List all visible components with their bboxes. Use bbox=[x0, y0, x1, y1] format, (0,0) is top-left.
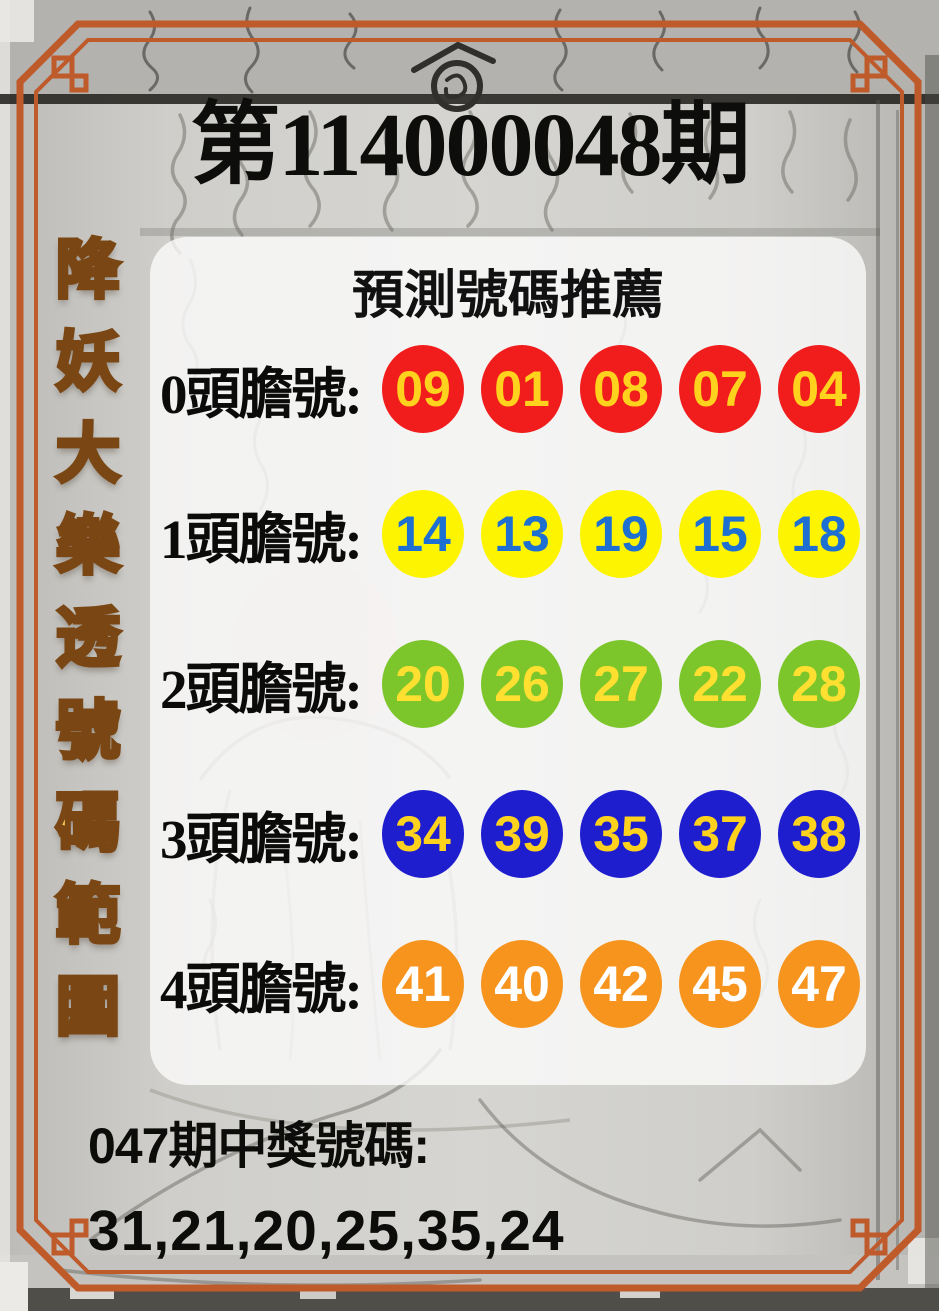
prediction-row-1: 1頭膽號: 14 13 19 15 18 bbox=[160, 488, 860, 580]
lotto-ball: 42 bbox=[580, 940, 662, 1028]
lotto-ball: 19 bbox=[580, 490, 662, 578]
ball-group: 41 40 42 45 47 bbox=[382, 940, 860, 1028]
ball-group: 20 26 27 22 28 bbox=[382, 640, 860, 728]
lotto-ball: 14 bbox=[382, 490, 464, 578]
prediction-panel: 預測號碼推薦 0頭膽號: 09 01 08 07 04 1頭膽號: 14 13 … bbox=[150, 237, 866, 1085]
lotto-ball: 38 bbox=[778, 790, 860, 878]
banner-char: 圍 bbox=[54, 970, 122, 1043]
prediction-row-2: 2頭膽號: 20 26 27 22 28 bbox=[160, 638, 860, 730]
lotto-ball: 01 bbox=[481, 345, 563, 433]
lotto-ball: 18 bbox=[778, 490, 860, 578]
lotto-ball: 40 bbox=[481, 940, 563, 1028]
prediction-row-3: 3頭膽號: 34 39 35 37 38 bbox=[160, 788, 860, 880]
previous-result: 047期中獎號碼: 31,21,20,25,35,24 bbox=[88, 1106, 565, 1264]
lotto-ball: 41 bbox=[382, 940, 464, 1028]
ball-group: 14 13 19 15 18 bbox=[382, 490, 860, 578]
lotto-ball: 08 bbox=[580, 345, 662, 433]
lotto-ball: 34 bbox=[382, 790, 464, 878]
banner-char: 透 bbox=[54, 602, 122, 675]
lotto-ball: 15 bbox=[679, 490, 761, 578]
prediction-row-4: 4頭膽號: 41 40 42 45 47 bbox=[160, 938, 860, 1030]
lotto-ball: 47 bbox=[778, 940, 860, 1028]
banner-char: 大 bbox=[54, 418, 122, 491]
lotto-ball: 20 bbox=[382, 640, 464, 728]
banner-char: 範 bbox=[54, 878, 122, 951]
lotto-ball: 39 bbox=[481, 790, 563, 878]
previous-result-numbers: 31,21,20,25,35,24 bbox=[88, 1199, 565, 1263]
row-label: 4頭膽號: bbox=[160, 959, 363, 1020]
row-label: 1頭膽號: bbox=[160, 509, 363, 570]
lotto-ball: 28 bbox=[778, 640, 860, 728]
banner-char: 碼 bbox=[54, 786, 122, 859]
lotto-ball: 35 bbox=[580, 790, 662, 878]
period-title: 第114000048期 bbox=[190, 96, 750, 195]
banner-char: 妖 bbox=[54, 325, 122, 399]
lotto-ball: 22 bbox=[679, 640, 761, 728]
ball-group: 34 39 35 37 38 bbox=[382, 790, 860, 878]
lotto-ball: 09 bbox=[382, 345, 464, 433]
previous-result-label: 047期中獎號碼: bbox=[88, 1118, 430, 1174]
banner-char: 降 bbox=[54, 233, 122, 306]
panel-subtitle: 預測號碼推薦 bbox=[351, 268, 664, 325]
row-label: 0頭膽號: bbox=[160, 364, 363, 425]
lotto-ball: 04 bbox=[778, 345, 860, 433]
lotto-ball: 26 bbox=[481, 640, 563, 728]
row-label: 2頭膽號: bbox=[160, 659, 363, 720]
row-label: 3頭膽號: bbox=[160, 809, 363, 870]
background-top-strip bbox=[0, 0, 939, 95]
lotto-ball: 27 bbox=[580, 640, 662, 728]
banner-char: 號 bbox=[54, 694, 122, 767]
lotto-ball: 13 bbox=[481, 490, 563, 578]
prediction-row-0: 0頭膽號: 09 01 08 07 04 bbox=[160, 343, 860, 435]
banner-char: 樂 bbox=[54, 510, 122, 583]
ball-group: 09 01 08 07 04 bbox=[382, 345, 860, 433]
lotto-ball: 37 bbox=[679, 790, 761, 878]
lotto-ball: 45 bbox=[679, 940, 761, 1028]
lotto-ball: 07 bbox=[679, 345, 761, 433]
vertical-banner: 降 妖 大 樂 透 號 碼 範 圍 bbox=[44, 233, 132, 1043]
